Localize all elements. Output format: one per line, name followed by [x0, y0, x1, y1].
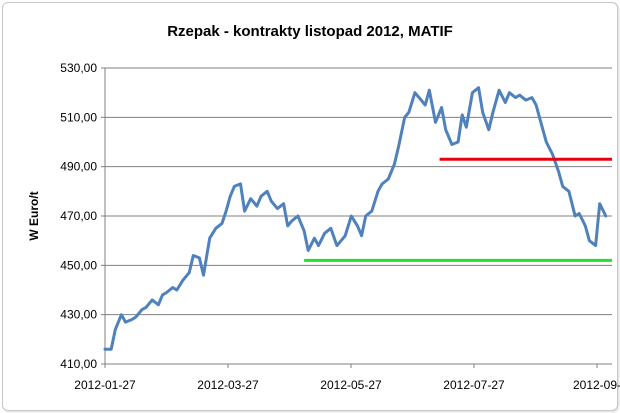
x-tick-label: 2012-01-27 — [74, 378, 136, 392]
x-axis-ticks: 2012-01-27 2012-03-27 2012-05-27 2012-07-27… — [74, 378, 620, 392]
y-tick-label: 490,00 — [60, 160, 97, 174]
series-layer — [103, 86, 608, 351]
price-line — [103, 86, 608, 351]
y-tick-label: 450,00 — [60, 258, 97, 272]
y-tick-label: 530,00 — [60, 61, 97, 75]
x-tick-label: 2012-05-27 — [320, 378, 382, 392]
y-tick-label: 470,00 — [60, 209, 97, 223]
x-tick-label: 2012-09- — [573, 378, 620, 392]
y-tick-label: 410,00 — [60, 357, 97, 371]
y-tick-label: 430,00 — [60, 308, 97, 322]
axes — [101, 67, 612, 368]
x-tick-label: 2012-03-27 — [197, 378, 259, 392]
y-axis-label: W Euro/t — [27, 191, 41, 240]
y-axis-ticks: 410,00 430,00 450,00 470,00 490,00 510,00 530,… — [60, 61, 97, 371]
annotations-layer — [304, 157, 612, 262]
x-tick-label: 2012-07-27 — [443, 378, 505, 392]
y-tick-label: 510,00 — [60, 110, 97, 124]
chart-title: Rzepak - kontrakty listopad 2012, MATIF — [167, 23, 453, 40]
